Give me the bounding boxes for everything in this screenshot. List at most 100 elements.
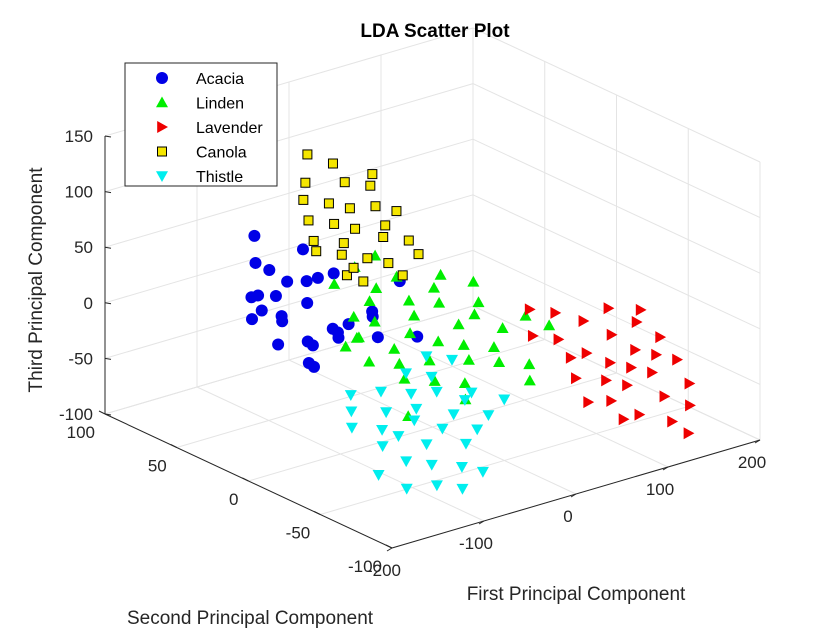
y-tick-mark xyxy=(98,410,106,415)
linden-point xyxy=(543,319,556,331)
lavender-point xyxy=(601,374,612,387)
z-tick-label: -50 xyxy=(68,349,93,368)
lavender-point xyxy=(606,394,618,407)
thistle-point xyxy=(482,410,495,421)
legend-item-canola: Canola xyxy=(157,145,247,162)
legend-item-lavender: Lavender xyxy=(157,120,263,137)
thistle-point xyxy=(420,439,433,451)
x-tick-label: 200 xyxy=(738,453,766,472)
lavender-point xyxy=(683,427,695,440)
linden-point xyxy=(408,309,421,321)
z-tick-label: 100 xyxy=(65,183,93,202)
acacia-point xyxy=(371,331,384,344)
linden-point xyxy=(347,310,360,322)
data-points xyxy=(245,149,696,495)
linden-point xyxy=(427,281,440,293)
lavender-point xyxy=(603,302,615,315)
lavender-point xyxy=(618,413,630,426)
linden-point xyxy=(328,278,341,289)
canola-point xyxy=(339,177,350,188)
canola-point xyxy=(367,169,378,180)
canola-point xyxy=(311,246,322,257)
canola-point xyxy=(298,194,309,205)
thistle-point xyxy=(408,415,421,427)
acacia-point xyxy=(326,322,339,335)
grid-line-sidewall-z xyxy=(472,194,761,330)
grid-line-backwall-z xyxy=(104,138,474,248)
linden-point xyxy=(457,339,470,350)
canola-point xyxy=(348,262,359,273)
linden-point xyxy=(523,358,536,370)
thistle-point xyxy=(345,406,358,418)
thistle-point xyxy=(498,394,511,406)
lavender-point xyxy=(685,399,696,412)
lavender-point xyxy=(553,333,565,346)
x-tick-label: 0 xyxy=(563,507,572,526)
x-tick-mark xyxy=(662,466,669,471)
acacia-point xyxy=(255,304,268,317)
grid-line-floor-y xyxy=(248,372,617,482)
series-canola xyxy=(298,149,424,287)
grid-line-backwall-z xyxy=(104,194,474,304)
y-tick-label: 0 xyxy=(229,490,238,509)
y-tick-mark xyxy=(314,511,321,515)
legend-marker-lavender xyxy=(157,121,168,133)
z-tick-label: -100 xyxy=(59,405,93,424)
lavender-point xyxy=(578,315,590,328)
x-tick-label: -200 xyxy=(367,561,401,580)
lavender-point xyxy=(565,351,577,364)
legend-label-canola: Canola xyxy=(196,145,247,162)
canola-point xyxy=(302,149,313,160)
linden-point xyxy=(363,355,376,367)
lavender-point xyxy=(667,415,679,428)
canola-point xyxy=(338,238,349,249)
legend-item-acacia: Acacia xyxy=(156,71,244,88)
grid-line-sidewall-z xyxy=(472,83,761,219)
thistle-point xyxy=(400,456,413,468)
lavender-point xyxy=(524,303,536,316)
grid-line-floor-y xyxy=(320,406,689,515)
lavender-point xyxy=(659,390,671,403)
lavender-point xyxy=(626,361,638,374)
legend-item-thistle: Thistle xyxy=(156,169,243,186)
acacia-point xyxy=(311,271,324,284)
linden-point xyxy=(370,282,383,294)
legend-box xyxy=(124,62,278,187)
linden-point xyxy=(523,374,536,386)
z-tick-label: 0 xyxy=(84,294,93,313)
canola-point xyxy=(391,206,402,217)
lavender-point xyxy=(571,372,582,385)
lavender-point xyxy=(583,396,595,409)
lavender-point xyxy=(631,316,643,329)
lavender-point xyxy=(684,377,696,390)
canola-point xyxy=(308,235,319,246)
legend-label-lavender: Lavender xyxy=(196,120,263,137)
linden-point xyxy=(434,268,447,280)
legend-item-linden: Linden xyxy=(156,96,244,113)
canola-point xyxy=(329,218,340,229)
linden-point xyxy=(428,375,441,386)
linden-point xyxy=(363,295,376,307)
z-tick-mark xyxy=(104,191,112,194)
x-tick-mark xyxy=(478,520,485,525)
legend-marker-linden xyxy=(156,96,168,108)
lavender-point xyxy=(606,328,618,341)
y-tick-mark xyxy=(385,544,393,549)
acacia-point xyxy=(301,335,314,348)
x-axis-title: First Principal Component xyxy=(467,584,686,605)
grid-line-sidewall-z xyxy=(472,27,761,163)
thistle-point xyxy=(456,483,469,495)
axes xyxy=(98,135,761,552)
lavender-point xyxy=(655,331,667,344)
linden-point xyxy=(388,342,401,354)
canola-point xyxy=(378,232,389,242)
thistle-point xyxy=(455,462,468,473)
linden-point xyxy=(458,377,471,388)
acacia-point xyxy=(272,338,285,351)
linden-point xyxy=(404,327,417,339)
z-tick-label: 150 xyxy=(65,127,93,146)
lavender-point xyxy=(550,306,562,319)
z-tick-mark xyxy=(104,302,112,305)
linden-point xyxy=(496,322,509,333)
thistle-point xyxy=(465,387,478,399)
